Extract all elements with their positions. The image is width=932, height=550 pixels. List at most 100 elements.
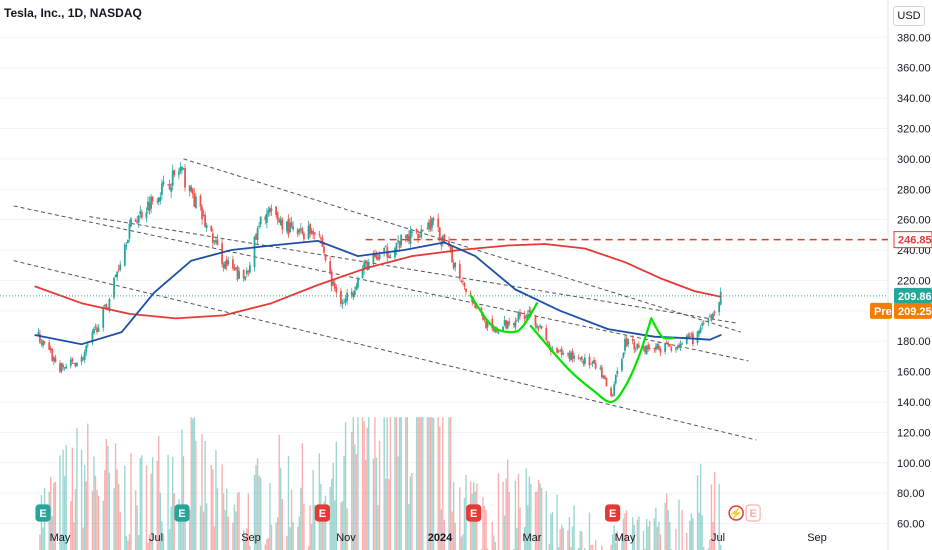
earnings-icon (314, 504, 331, 522)
ma-short-line (34, 240, 722, 346)
candle-body (420, 229, 423, 238)
volume-bar (420, 417, 422, 550)
candle-body (437, 218, 440, 227)
candle-body (258, 225, 261, 227)
x-tick-label: May (50, 532, 71, 544)
volume-bar (290, 489, 293, 550)
volume-bar (334, 500, 336, 550)
candle-body (631, 339, 634, 342)
volume-bar (656, 526, 659, 550)
volume-bar (173, 493, 175, 550)
volume-bar (364, 459, 367, 550)
volume-bar (621, 534, 623, 550)
volume-bar (415, 417, 418, 550)
trendline (183, 158, 741, 333)
earnings-marker[interactable]: E (466, 504, 482, 522)
volume-bar (590, 544, 592, 550)
volume-bar (397, 456, 399, 550)
candle-body (281, 220, 284, 230)
candle-body (290, 222, 293, 228)
candle-body (474, 302, 477, 308)
candle-body (245, 270, 248, 274)
candle-body (312, 231, 315, 235)
candle-body (65, 366, 68, 369)
earnings-marker[interactable]: E (745, 504, 761, 522)
candle-body (72, 363, 75, 364)
candle-body (265, 213, 268, 223)
y-tick-label: 260.00 (897, 215, 931, 227)
candle-body (323, 246, 325, 253)
earnings-marker[interactable]: E (314, 504, 331, 522)
volume-bar (707, 548, 710, 550)
earnings-marker[interactable]: E (174, 504, 190, 522)
pre-price-tag-bg (894, 302, 932, 319)
volume-bar (406, 417, 409, 550)
volume-bar (616, 530, 618, 550)
candle-body (76, 362, 78, 366)
volume-bar (513, 548, 515, 550)
earnings-marker[interactable]: E (35, 504, 51, 522)
candle-body (562, 353, 565, 355)
candle-body (140, 211, 143, 218)
volume-bar (354, 444, 356, 550)
volume-bar (292, 522, 294, 550)
candle-body (117, 269, 120, 271)
volume-bar (429, 417, 432, 550)
candle-body (654, 346, 657, 350)
candle-body (210, 225, 213, 231)
volume-bar (329, 486, 331, 550)
candle-body (648, 347, 651, 350)
volume-bar (264, 544, 267, 550)
volume-bar (655, 507, 657, 550)
ma-long-line (34, 243, 722, 320)
candle-body (525, 317, 528, 318)
volume-bar (167, 454, 169, 550)
x-tick-label: Nov (336, 532, 356, 544)
candle-body (366, 261, 369, 270)
candle-body (516, 320, 518, 321)
candle-body (668, 344, 671, 347)
candle-body (539, 325, 541, 328)
volume-bar (431, 417, 433, 550)
candle-body (123, 244, 126, 266)
candle-body (108, 299, 111, 311)
candle-body (298, 230, 301, 233)
candle-body (452, 263, 455, 269)
candle-body (418, 236, 421, 238)
candle-body (517, 312, 520, 320)
candle-body (201, 206, 203, 219)
volume-bar (556, 494, 558, 550)
volume-bar (374, 417, 376, 550)
candle-body (177, 171, 180, 175)
candle-body (310, 230, 313, 234)
volume-bar (642, 530, 645, 550)
volume-bar (696, 475, 699, 550)
earnings-marker[interactable]: ⚡ (728, 505, 744, 521)
volume-bar (591, 544, 594, 550)
currency-button[interactable]: USD (893, 6, 925, 26)
candle-body (318, 233, 321, 235)
candle-body (102, 307, 105, 328)
pre-label: Pre (874, 306, 892, 318)
x-tick-label: Jul (711, 532, 725, 544)
candle-body (685, 336, 688, 344)
candle-body (676, 346, 679, 349)
earnings-marker[interactable]: E (605, 504, 621, 522)
candle-body (303, 233, 305, 240)
volume-bar (395, 417, 398, 550)
candle-body (624, 338, 626, 351)
volume-bar (42, 527, 44, 550)
candle-body (269, 207, 271, 213)
volume-bar (216, 488, 219, 550)
candle-body (37, 332, 40, 336)
volume-bar (611, 534, 614, 550)
candle-body (159, 197, 162, 201)
candle-body (611, 395, 614, 397)
volume-bar (366, 427, 368, 550)
candle-body (49, 347, 52, 351)
x-tick-label: Sep (241, 532, 261, 544)
candle-body (432, 218, 435, 221)
volume-bar (483, 505, 486, 550)
candle-body (454, 262, 457, 268)
